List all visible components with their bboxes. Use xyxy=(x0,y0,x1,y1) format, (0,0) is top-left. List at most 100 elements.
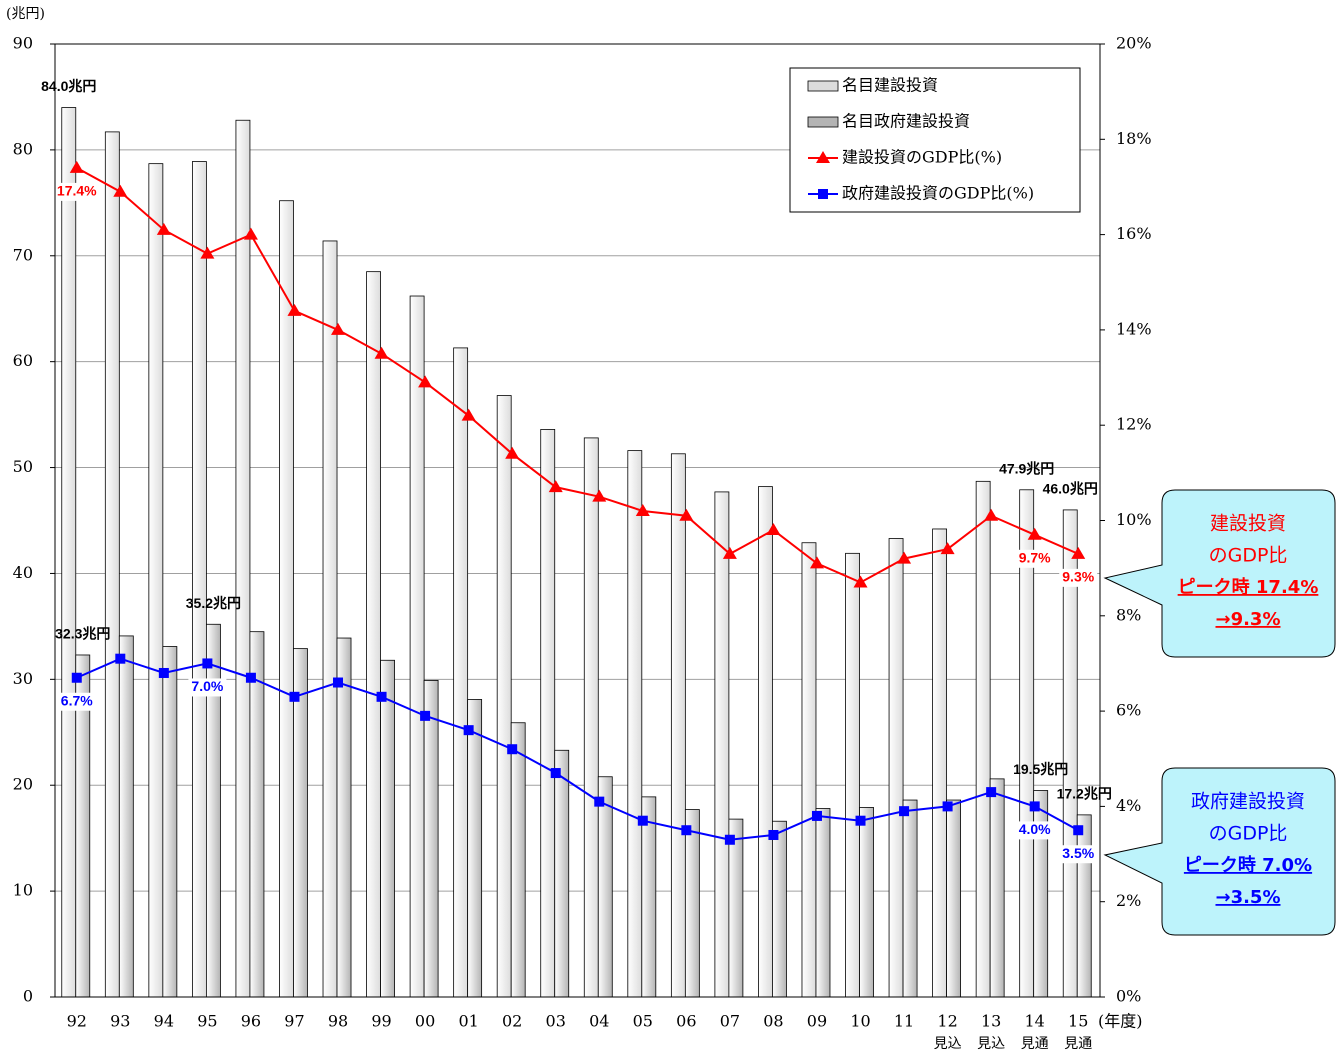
callout-text: のGDP比 xyxy=(1209,545,1288,567)
x-tick-label: 04 xyxy=(589,1012,609,1031)
bar xyxy=(104,131,120,998)
marker xyxy=(113,184,128,197)
bar xyxy=(467,699,483,998)
marker xyxy=(158,667,169,678)
bar xyxy=(714,491,730,998)
data-label: 84.0兆円 xyxy=(41,78,96,94)
marker xyxy=(156,222,171,235)
data-label: 46.0兆円 xyxy=(1043,481,1098,497)
y2-tick-label: 10% xyxy=(1116,510,1152,529)
callout-text: 政府建設投資 xyxy=(1191,791,1305,813)
callout xyxy=(1103,489,1336,658)
x-tick-label: 11 xyxy=(894,1012,914,1031)
marker xyxy=(811,810,822,821)
callout-text: ピーク時 7.0% xyxy=(1184,855,1312,876)
x-tick-label: 93 xyxy=(110,1012,130,1031)
bar xyxy=(684,809,700,998)
marker xyxy=(724,834,735,845)
marker xyxy=(461,408,476,421)
bar xyxy=(423,679,439,998)
x-axis-label: (年度) xyxy=(1098,1012,1143,1031)
bar xyxy=(772,820,787,998)
y2-tick-label: 0% xyxy=(1116,987,1141,1006)
marker xyxy=(507,744,518,755)
marker xyxy=(1029,801,1040,812)
legend-label: 名目政府建設投資 xyxy=(842,112,970,131)
x-tick-label: 96 xyxy=(241,1012,261,1031)
marker xyxy=(71,672,82,683)
marker xyxy=(333,677,344,688)
marker xyxy=(289,691,300,702)
x-tick-note: 見込 xyxy=(977,1036,1005,1052)
data-label-bg xyxy=(188,678,227,697)
y2-tick-label: 8% xyxy=(1116,605,1141,624)
bar xyxy=(540,429,556,998)
data-label: 17.4% xyxy=(57,183,97,199)
marker xyxy=(376,691,387,702)
marker xyxy=(592,489,607,502)
bar xyxy=(641,796,657,998)
x-tick-note: 見通 xyxy=(1064,1036,1092,1052)
marker xyxy=(984,508,999,521)
x-tick-label: 09 xyxy=(807,1012,827,1031)
bar xyxy=(453,347,469,998)
y2-tick-label: 12% xyxy=(1116,415,1152,434)
bar xyxy=(162,646,178,998)
bar xyxy=(728,818,744,998)
marker xyxy=(245,672,256,683)
bar xyxy=(902,799,918,998)
x-tick-label: 08 xyxy=(763,1012,783,1031)
callout-text: 建設投資 xyxy=(1210,513,1286,535)
y-tick-label: 80 xyxy=(13,139,33,158)
x-tick-label: 02 xyxy=(502,1012,522,1031)
bar xyxy=(815,808,831,998)
data-label: 35.2兆円 xyxy=(186,595,241,611)
data-label-bg xyxy=(1059,845,1098,864)
data-label: 17.2兆円 xyxy=(1057,786,1112,802)
y2-tick-label: 2% xyxy=(1116,891,1141,910)
y-tick-label: 20 xyxy=(13,775,33,794)
bar xyxy=(946,799,962,998)
marker xyxy=(548,480,563,493)
marker xyxy=(243,227,258,240)
bar xyxy=(583,437,599,998)
x-tick-label: 12 xyxy=(937,1012,957,1031)
y2-tick-label: 20% xyxy=(1116,34,1152,53)
marker xyxy=(809,556,824,569)
data-label: 47.9兆円 xyxy=(999,460,1054,476)
x-tick-label: 97 xyxy=(284,1012,304,1031)
y-tick-label: 50 xyxy=(13,457,33,476)
marker xyxy=(331,322,346,335)
data-label: 6.7% xyxy=(61,692,93,708)
marker xyxy=(818,189,828,199)
legend-box xyxy=(789,67,1081,213)
marker xyxy=(855,815,866,826)
bar xyxy=(888,538,904,998)
bar xyxy=(758,486,773,998)
bar xyxy=(554,749,570,998)
legend-label: 政府建設投資のGDP比(%) xyxy=(842,184,1034,203)
x-tick-label: 14 xyxy=(1025,1012,1045,1031)
marker xyxy=(853,575,868,588)
bar xyxy=(191,161,207,998)
y2-tick-label: 4% xyxy=(1116,796,1141,815)
y-tick-label: 30 xyxy=(13,669,33,688)
callout-text: →9.3% xyxy=(1215,609,1280,630)
y2-tick-label: 18% xyxy=(1116,129,1152,148)
marker xyxy=(635,503,650,516)
x-tick-label: 10 xyxy=(850,1012,870,1031)
marker xyxy=(940,542,955,555)
marker xyxy=(594,796,605,807)
marker xyxy=(69,160,84,173)
bar xyxy=(932,528,948,998)
data-label-bg xyxy=(1015,549,1054,568)
bar xyxy=(845,552,860,998)
y2-tick-label: 16% xyxy=(1116,224,1152,243)
data-label-bg xyxy=(1059,568,1098,587)
marker xyxy=(899,806,910,817)
marker xyxy=(200,246,215,259)
y2-tick-label: 14% xyxy=(1116,319,1152,338)
marker xyxy=(202,658,213,669)
bar xyxy=(366,271,381,998)
